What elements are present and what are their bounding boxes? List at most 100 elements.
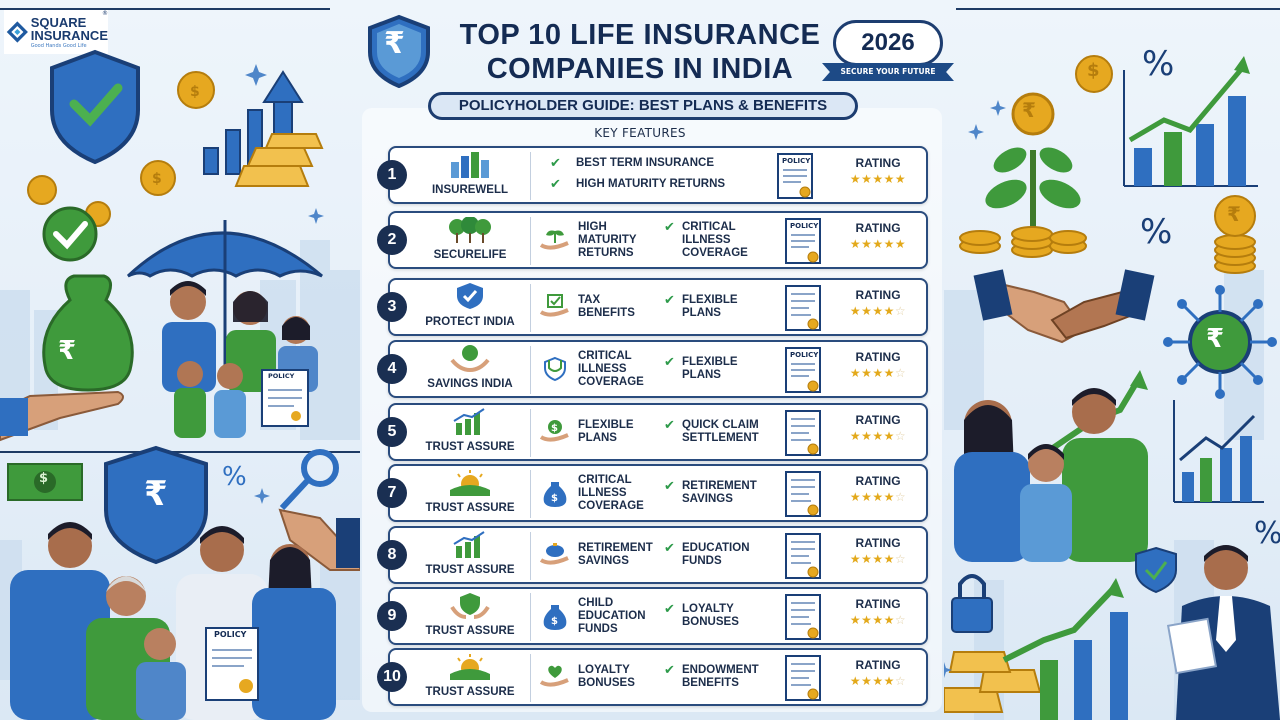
feature-1-line: MATURITY <box>578 234 637 246</box>
star-rating: ★★★★☆ <box>849 552 907 566</box>
rupee-shield-icon <box>368 14 430 88</box>
feature-1-line: HIGH <box>578 221 607 233</box>
company-name: TRUST ASSURE <box>425 564 515 576</box>
sunrise-icon <box>414 470 526 496</box>
policy-document-icon <box>784 284 821 332</box>
row-divider <box>530 346 531 394</box>
company-name: SAVINGS INDIA <box>427 378 513 390</box>
company-row-10[interactable]: 10 TRUST ASSURE LOYALTY BONUSES ✔ ENDOWMENT BE… <box>377 648 928 706</box>
star-rating: ★★★★☆ <box>849 304 907 318</box>
company-row-2[interactable]: 2 SECURELIFE HIGH MATURITY RETURNS ✔ CRITICAL I… <box>377 211 928 269</box>
feature-2-line: QUICK CLAIM <box>682 419 759 431</box>
policy-doc-label: POLICY <box>782 157 811 165</box>
column-header: KEY FEATURES <box>594 126 686 140</box>
feature-2-line: COVERAGE <box>682 247 748 259</box>
shield-hands-icon <box>414 593 526 619</box>
star-rating: ★★★★☆ <box>849 366 907 380</box>
row-divider <box>530 532 531 580</box>
company-row-8[interactable]: 8 TRUST ASSURE RETIREMENT SAVINGS ✔ EDUCATION… <box>377 526 928 584</box>
policy-document-icon <box>784 409 821 457</box>
percent-icon-right-top: % <box>1142 44 1175 84</box>
company-row-7[interactable]: 7 TRUST ASSURE $ CRITICAL ILLNESS COVERAGE ✔ RE… <box>377 464 928 522</box>
feature-2: ENDOWMENT BENEFITS <box>682 664 759 690</box>
feature-2-line: SAVINGS <box>682 493 733 505</box>
feature-2: CRITICAL ILLNESS COVERAGE <box>682 221 748 260</box>
feature-1-line: RETIREMENT <box>578 542 653 554</box>
policy-document-icon <box>784 470 821 518</box>
brand-name-2: INSURANCE <box>30 27 108 43</box>
row-divider <box>530 409 531 457</box>
feature-2-line: BONUSES <box>682 616 739 628</box>
growth-chart-icon <box>414 408 526 435</box>
star-rating: ★★★★☆ <box>849 674 907 688</box>
page-title: TOP 10 LIFE INSURANCE COMPANIES IN INDIA <box>440 18 840 86</box>
check-icon: ✔ <box>664 663 675 678</box>
money-bag-icon: $ <box>540 480 567 507</box>
star-rating: ★★★★☆ <box>849 429 907 443</box>
rating-label: RATING <box>855 658 901 672</box>
feature-1-line: CRITICAL <box>578 350 632 362</box>
rating-block: RATING ★★★★☆ <box>840 350 916 380</box>
feature-2-line: FUNDS <box>682 555 722 567</box>
svg-text:$: $ <box>551 423 558 434</box>
feature-1: HIGH MATURITY RETURNS <box>578 221 637 260</box>
brand-logo[interactable]: SQUARE INSURANCE Good Hands Good Life ® <box>4 10 108 54</box>
star-rating: ★★★★☆ <box>849 490 907 504</box>
feature-1: BEST TERM INSURANCE <box>576 157 715 169</box>
policy-document-icon <box>784 532 821 580</box>
feature-2-line: RETIREMENT <box>682 480 757 492</box>
feature-1: CRITICAL ILLNESS COVERAGE <box>578 474 644 513</box>
feature-1-line: RETURNS <box>578 247 634 259</box>
company-row-3[interactable]: 3 PROTECT INDIA TAX BENEFITS ✔ FLEXIBLE PLANS R… <box>377 278 928 336</box>
feature-2-line: PLANS <box>682 307 721 319</box>
percent-icon-right-bottom: % <box>1254 516 1280 551</box>
policy-doc-label: POLICY <box>790 351 819 359</box>
piggy-hand-icon <box>539 542 569 568</box>
brand-tagline: Good Hands Good Life <box>30 42 87 49</box>
svg-text:$: $ <box>551 616 558 627</box>
percent-icon-right-mid: % <box>1140 212 1173 252</box>
rating-block: RATING ★★★★☆ <box>840 288 916 318</box>
growth-chart-icon <box>414 531 526 558</box>
feature-1-line: EDUCATION <box>578 610 646 622</box>
company-block: SECURELIFE <box>414 217 526 263</box>
company-name: TRUST ASSURE <box>425 502 515 514</box>
feature-2-line: CRITICAL <box>682 221 736 233</box>
rank-badge: 5 <box>377 417 407 447</box>
company-block: INSUREWELL <box>414 152 526 198</box>
coin-rupee-right: ₹ <box>1227 202 1241 226</box>
policy-label-bottom: POLICY <box>214 630 247 639</box>
feature-2-line: FLEXIBLE <box>682 356 738 368</box>
right-illustration <box>944 55 1280 720</box>
feature-1-line: COVERAGE <box>578 376 644 388</box>
company-row-9[interactable]: 9 TRUST ASSURE $ CHILD EDUCATION FUNDS ✔ LOYALT… <box>377 587 928 645</box>
svg-text:$: $ <box>551 493 558 504</box>
shield-check-icon <box>414 283 526 310</box>
policy-document-icon: POLICY <box>784 217 821 265</box>
star-rating: ★★★★★ <box>849 172 907 186</box>
feature-2: EDUCATION FUNDS <box>682 542 750 568</box>
feature-2-line: LOYALTY <box>682 603 734 615</box>
feature-2-line: SETTLEMENT <box>682 432 759 444</box>
policy-label-left: POLICY <box>268 372 295 380</box>
check-icon: ✔ <box>664 220 675 235</box>
svg-text:$: $ <box>152 171 162 187</box>
star-rating: ★★★★☆ <box>849 613 907 627</box>
company-block: TRUST ASSURE <box>414 531 526 578</box>
note-dollar: $ <box>39 471 49 486</box>
feature-1-line: ILLNESS <box>578 363 627 375</box>
rating-label: RATING <box>855 474 901 488</box>
rating-label: RATING <box>855 597 901 611</box>
header-rule-right <box>956 8 1280 10</box>
rating-label: RATING <box>855 536 901 550</box>
svg-text:$: $ <box>190 84 200 100</box>
company-row-5[interactable]: 5 TRUST ASSURE $ FLEXIBLE PLANS ✔ QUICK CLAIM S… <box>377 403 928 461</box>
check-icon: ✔ <box>664 479 675 494</box>
company-row-1[interactable]: 1 INSUREWELL ✔ BEST TERM INSURANCE ✔ HIGH MAT… <box>377 146 928 204</box>
company-row-4[interactable]: 4 SAVINGS INDIA CRITICAL ILLNESS COVERAGE ✔ FL… <box>377 340 928 398</box>
city-buildings-icon <box>414 152 526 178</box>
feature-2-line: FLEXIBLE <box>682 294 738 306</box>
coin-hands-icon <box>414 345 526 372</box>
feature-1-line: CRITICAL <box>578 474 632 486</box>
feature-1-line: BENEFITS <box>578 307 635 319</box>
